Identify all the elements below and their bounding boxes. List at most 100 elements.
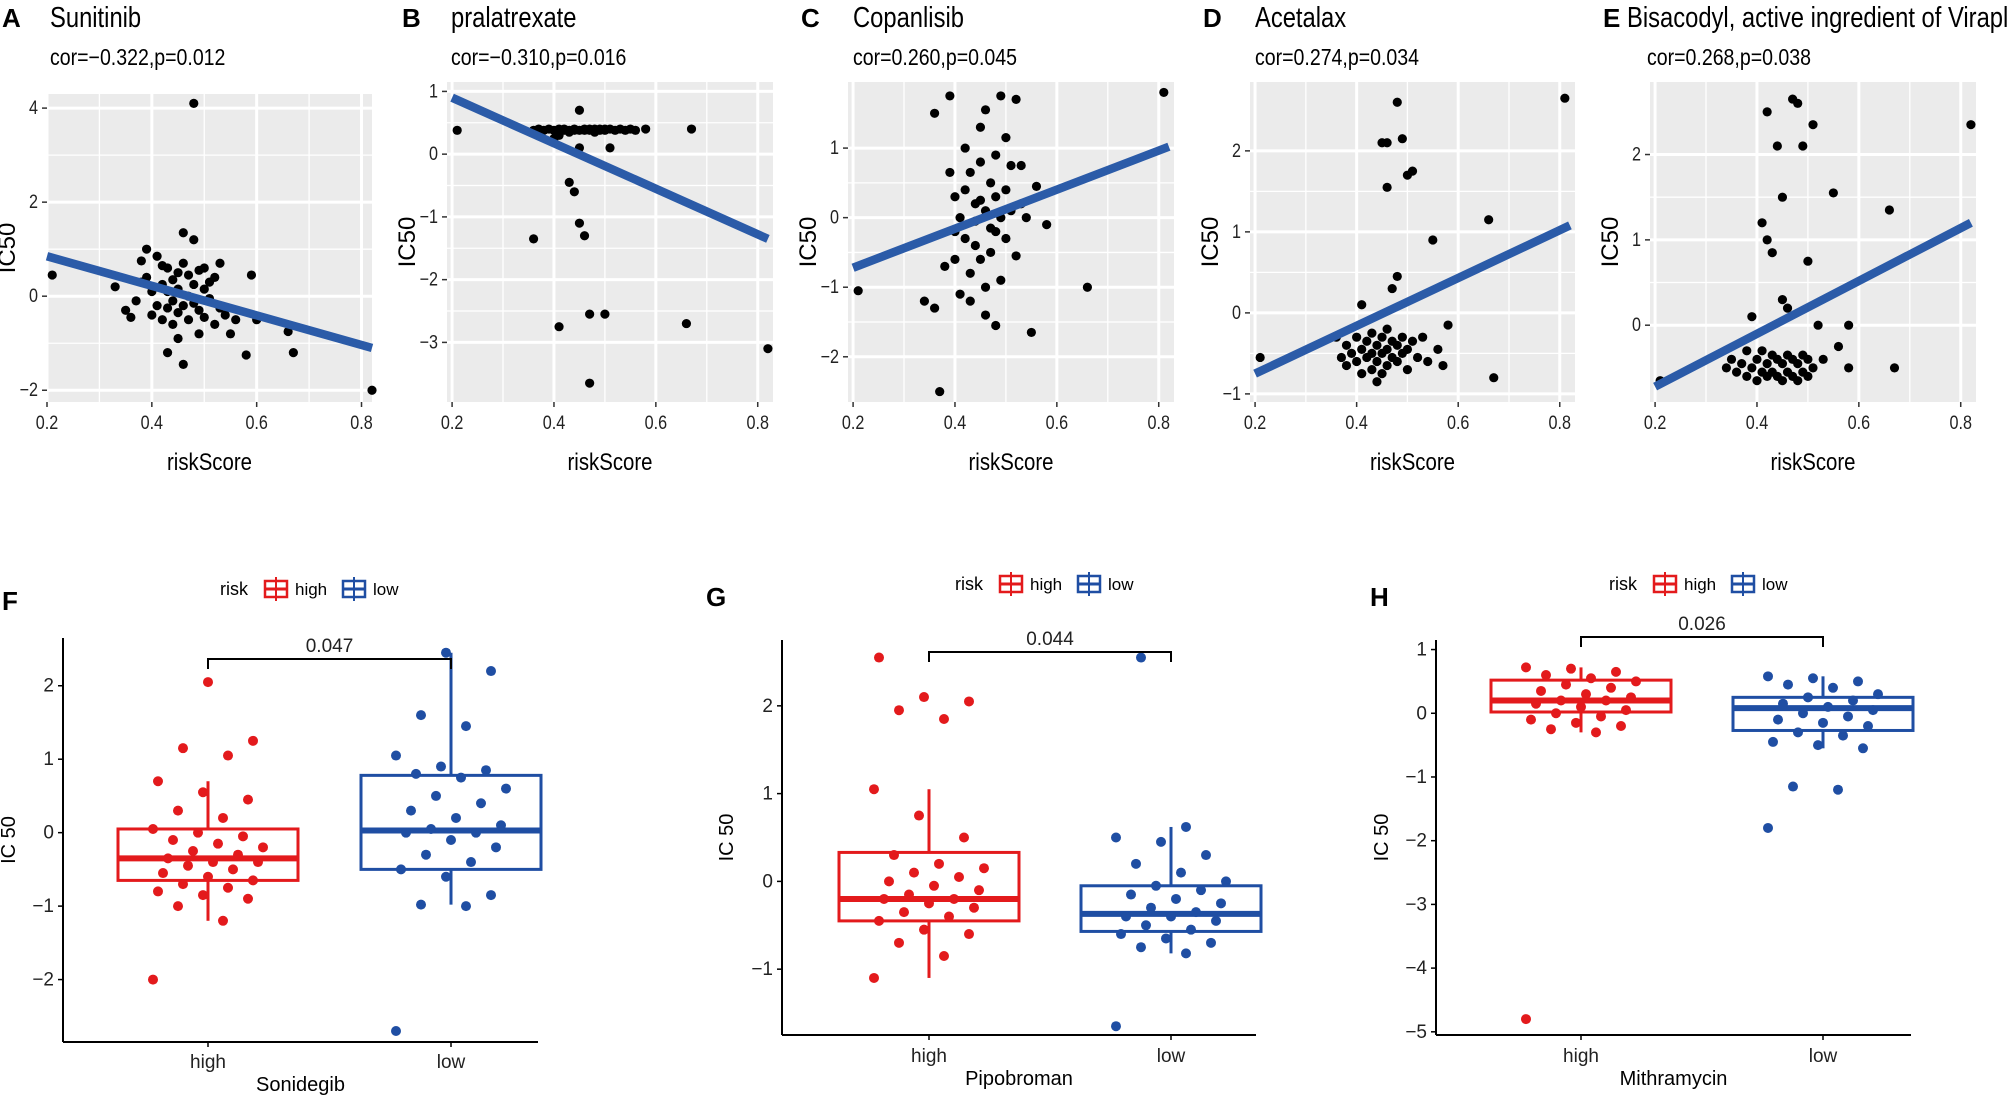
y-tick-label: 2	[1232, 140, 1241, 162]
data-point	[1392, 340, 1402, 350]
y-tick-label: −3	[420, 331, 439, 353]
data-point	[1606, 682, 1616, 693]
data-point	[1823, 701, 1833, 712]
box-iqr	[837, 850, 1021, 923]
data-point	[1546, 724, 1556, 735]
data-point	[940, 261, 950, 271]
data-point	[960, 143, 970, 153]
y-tick-label: 1	[762, 784, 773, 805]
data-point	[874, 652, 884, 663]
x-tick-label: 0.6	[1046, 412, 1069, 434]
y-tick-label: 0	[1416, 703, 1427, 724]
data-point	[955, 289, 965, 299]
data-point	[1777, 295, 1788, 305]
data-point	[1151, 880, 1161, 891]
panel-title: Copanlisib	[853, 1, 964, 34]
data-point	[1352, 356, 1362, 367]
data-point	[1803, 692, 1813, 703]
y-tick-label: 0	[1632, 314, 1641, 336]
data-point	[986, 247, 996, 258]
boxplot-panel-h: −5 −4 −3 −2 −1 0 1 high low 0.026 Mithramycin IC 50…	[1370, 572, 1915, 1090]
y-tick-label: 0	[1232, 302, 1241, 324]
data-point	[1596, 711, 1606, 722]
data-point	[173, 901, 183, 912]
data-point	[991, 192, 1001, 202]
data-point	[168, 275, 178, 285]
scatter-panel-e: 0.2 0.4 0.6 0.8 0 1 2 riskScore IC50 E Bisacodyl, …	[1597, 1, 2008, 476]
data-point	[974, 885, 984, 896]
data-point	[919, 924, 929, 935]
data-point	[141, 244, 152, 254]
data-point	[391, 750, 401, 761]
data-point	[153, 776, 163, 787]
data-point	[1747, 363, 1757, 373]
panel-subtitle: cor=−0.322,p=0.012	[50, 45, 225, 71]
data-point	[218, 812, 228, 823]
data-point	[1762, 107, 1772, 117]
x-tick-label: low	[1809, 1046, 1838, 1067]
data-point	[1873, 689, 1883, 700]
panel-letter: G	[706, 582, 726, 612]
data-point	[1773, 714, 1783, 725]
data-point	[1782, 303, 1793, 313]
data-point	[904, 889, 914, 900]
x-tick-label: 0.6	[645, 412, 668, 434]
data-point	[396, 864, 406, 875]
data-point	[1407, 166, 1418, 176]
data-point	[590, 127, 600, 137]
data-point	[1560, 93, 1570, 103]
data-point	[1788, 781, 1798, 792]
data-point	[1021, 213, 1031, 223]
data-point	[466, 857, 476, 868]
data-point	[1181, 948, 1191, 959]
p-value-label: 0.044	[1026, 629, 1074, 650]
data-point	[178, 743, 188, 754]
data-point	[1221, 876, 1231, 887]
data-point	[554, 322, 564, 332]
data-point	[1833, 341, 1844, 352]
y-tick-label: −4	[1405, 958, 1427, 979]
data-point	[964, 929, 974, 940]
data-point	[1611, 666, 1621, 677]
data-point	[178, 359, 188, 369]
data-point	[110, 282, 120, 292]
data-point	[1136, 942, 1146, 953]
data-point	[1783, 679, 1793, 690]
x-tick-label: 0.4	[1746, 412, 1769, 434]
data-point	[147, 310, 157, 320]
data-point	[178, 879, 188, 890]
data-point	[1803, 371, 1813, 381]
y-axis-title: IC 50	[716, 814, 738, 862]
data-point	[1011, 251, 1021, 261]
data-point	[945, 167, 955, 178]
data-point	[1412, 352, 1423, 363]
legend: risk high low	[220, 577, 399, 601]
data-point	[1757, 346, 1767, 356]
data-point	[178, 301, 188, 311]
box-iqr	[359, 773, 543, 871]
panel-letter: F	[2, 586, 18, 616]
y-tick-label: 0	[429, 143, 438, 165]
data-point	[1521, 662, 1531, 673]
regression-line	[1653, 219, 1973, 391]
legend-label: low	[373, 580, 399, 599]
data-point	[1255, 352, 1265, 363]
data-point	[198, 787, 208, 798]
x-tick-label: 0.8	[746, 412, 769, 434]
data-point	[173, 805, 183, 816]
legend-title: risk	[1609, 574, 1638, 594]
y-tick-label: 2	[1632, 143, 1641, 165]
data-point	[1136, 652, 1146, 663]
y-tick-label: 0	[830, 206, 839, 228]
regression-line	[851, 142, 1171, 272]
data-point	[153, 886, 163, 897]
data-point	[1808, 120, 1818, 130]
data-point	[929, 303, 940, 313]
x-tick-label: 0.2	[36, 412, 58, 434]
data-point	[1616, 721, 1626, 732]
data-point	[1111, 832, 1121, 843]
box-iqr	[1489, 678, 1673, 714]
data-point	[1372, 340, 1382, 350]
data-point	[975, 157, 986, 167]
data-point	[1042, 220, 1052, 230]
